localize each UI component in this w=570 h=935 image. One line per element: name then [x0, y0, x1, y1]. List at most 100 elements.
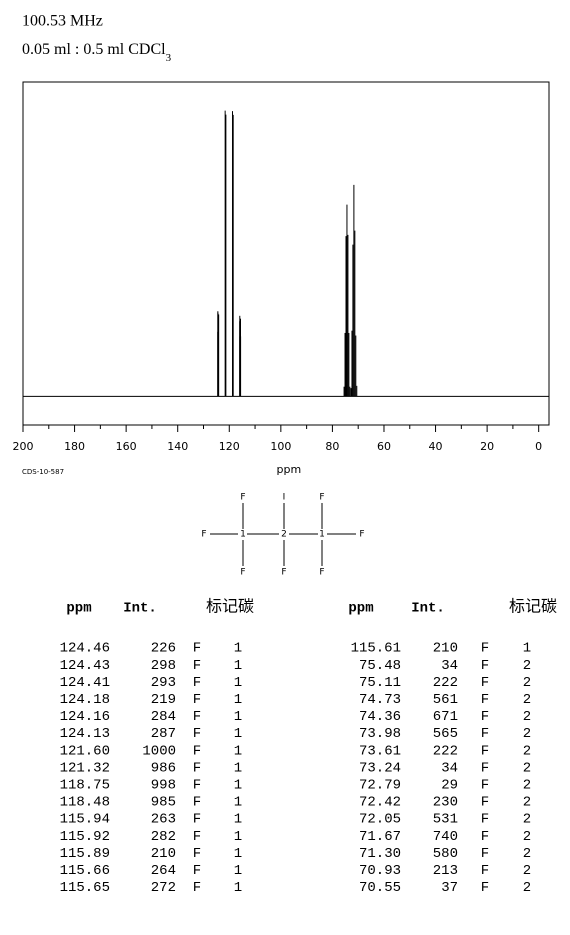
- table-cell: F: [193, 795, 201, 811]
- atom-bg: [318, 567, 326, 577]
- x-tick-label: 200: [13, 440, 34, 453]
- table-cell: 1: [234, 778, 242, 794]
- table-cell: 580: [433, 846, 458, 862]
- table-cell: F: [193, 829, 201, 845]
- table-cell: 75.11: [359, 675, 401, 691]
- table-cell: 998: [151, 778, 176, 794]
- table-cell: 118.75: [60, 778, 110, 794]
- table-cell: 75.48: [359, 658, 401, 674]
- table-cell: F: [193, 709, 201, 725]
- table-cell: 1: [234, 760, 242, 776]
- table-cell: 124.43: [60, 658, 110, 674]
- table-cell: 1: [234, 658, 242, 674]
- table-cell: 1: [234, 743, 242, 759]
- atom-label: I: [283, 493, 286, 503]
- atom-label: F: [240, 568, 245, 578]
- table-cell: 740: [433, 829, 458, 845]
- atom-label: F: [359, 530, 364, 540]
- table-cell: 34: [441, 760, 458, 776]
- atom-label: 1: [240, 530, 246, 540]
- table-cell: 226: [151, 641, 176, 657]
- plot-frame: [22, 81, 550, 426]
- table-cell: F: [481, 880, 489, 896]
- table-cell: 284: [151, 709, 176, 725]
- atom-label: F: [319, 493, 324, 503]
- table-cell: F: [193, 675, 201, 691]
- table-cell: F: [481, 863, 489, 879]
- table-cell: 1: [234, 829, 242, 845]
- table-header: ppm: [348, 601, 373, 617]
- table-cell: 70.93: [359, 863, 401, 879]
- table-cell: 1: [234, 641, 242, 657]
- table-cell: 298: [151, 658, 176, 674]
- atom-bg: [318, 529, 326, 539]
- table-cell: 1: [234, 812, 242, 828]
- x-tick-label: 140: [167, 440, 188, 453]
- table-cell: 2: [523, 692, 531, 708]
- table-cell: F: [193, 726, 201, 742]
- table-cell: 230: [433, 795, 458, 811]
- x-tick-label: 80: [325, 440, 339, 453]
- table-cell: F: [193, 778, 201, 794]
- atom-label: F: [281, 568, 286, 578]
- table-header: ppm: [66, 601, 91, 617]
- table-cell: 124.46: [60, 641, 110, 657]
- atom-bg: [239, 529, 247, 539]
- table-cell: 118.48: [60, 795, 110, 811]
- table-cell: F: [481, 692, 489, 708]
- atom-label: 1: [319, 530, 325, 540]
- table-cell: 73.98: [359, 726, 401, 742]
- table-cell: 293: [151, 675, 176, 691]
- spectrum-code: CDS-10-587: [22, 468, 64, 476]
- table-cell: F: [481, 675, 489, 691]
- atom-label: 2: [281, 530, 287, 540]
- table-cell: 671: [433, 709, 458, 725]
- x-tick-label: 160: [116, 440, 137, 453]
- table-cell: 71.30: [359, 846, 401, 862]
- atom-label: F: [201, 530, 206, 540]
- table-cell: F: [193, 880, 201, 896]
- table-cell: F: [193, 760, 201, 776]
- table-cell: 124.16: [60, 709, 110, 725]
- table-cell: F: [481, 760, 489, 776]
- table-cell: 2: [523, 709, 531, 725]
- table-cell: 2: [523, 846, 531, 862]
- table-cell: 219: [151, 692, 176, 708]
- table-cell: 210: [433, 641, 458, 657]
- table-cell: 115.92: [60, 829, 110, 845]
- atom-bg: [200, 529, 208, 539]
- table-cell: 2: [523, 812, 531, 828]
- table-cell: 561: [433, 692, 458, 708]
- table-cell: 2: [523, 658, 531, 674]
- table-cell: 1: [523, 641, 531, 657]
- x-tick-label: 20: [480, 440, 494, 453]
- table-cell: 222: [433, 743, 458, 759]
- atom-label: F: [319, 568, 324, 578]
- table-cell: 115.89: [60, 846, 110, 862]
- table-cell: F: [481, 846, 489, 862]
- table-cell: 2: [523, 863, 531, 879]
- table-cell: F: [193, 846, 201, 862]
- table-cell: F: [193, 641, 201, 657]
- solvent-text: 0.05 ml : 0.5 ml CDCl: [22, 41, 166, 58]
- table-cell: 71.67: [359, 829, 401, 845]
- table-cell: 72.42: [359, 795, 401, 811]
- table-cell: F: [193, 743, 201, 759]
- table-header: Int.: [123, 601, 157, 617]
- table-cell: 124.13: [60, 726, 110, 742]
- solvent-subscript: 3: [166, 52, 172, 64]
- table-cell: 37: [441, 880, 458, 896]
- x-tick-label: 180: [64, 440, 85, 453]
- table-cell: 210: [151, 846, 176, 862]
- table-cell: 2: [523, 675, 531, 691]
- frequency: 100.53 MHz: [22, 13, 103, 30]
- table-cell: 264: [151, 863, 176, 879]
- table-cell: 282: [151, 829, 176, 845]
- table-cell: 73.61: [359, 743, 401, 759]
- table-cell: 121.60: [60, 743, 110, 759]
- table-cell: F: [481, 829, 489, 845]
- table-cell: 2: [523, 880, 531, 896]
- table-cell: 70.55: [359, 880, 401, 896]
- table-cell: F: [193, 692, 201, 708]
